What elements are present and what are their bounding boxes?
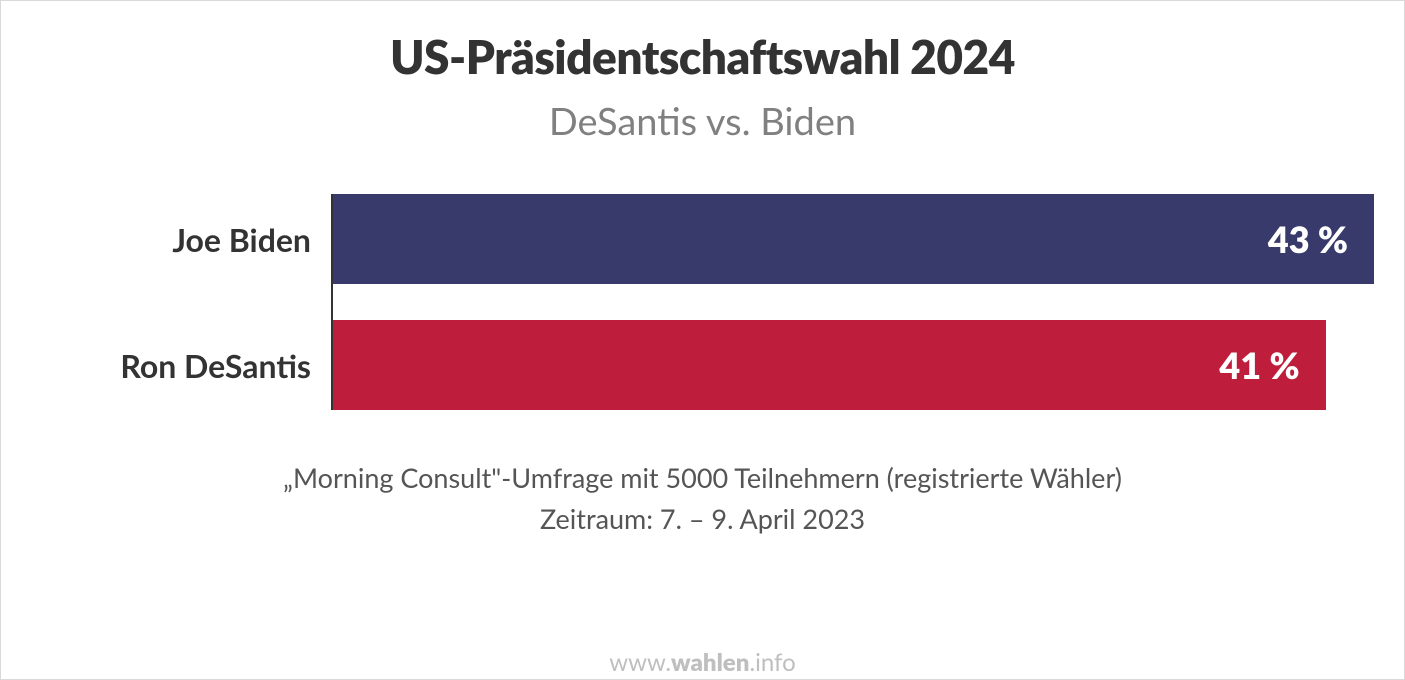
credit-suffix: .info xyxy=(749,648,795,677)
source-credit: www.wahlen.info xyxy=(1,648,1404,679)
bar-label: Joe Biden xyxy=(31,194,331,284)
chart-subtitle: DeSantis vs. Biden xyxy=(31,98,1374,144)
chart-footnote: „Morning Consult"-Umfrage mit 5000 Teiln… xyxy=(31,458,1374,539)
footnote-line: Zeitraum: 7. – 9. April 2023 xyxy=(31,499,1374,540)
bar-label: Ron DeSantis xyxy=(31,320,331,410)
bar-value: 43 % xyxy=(1268,217,1348,261)
credit-prefix: www. xyxy=(609,648,671,677)
bar-row: 43 % xyxy=(333,194,1374,284)
poll-card: US-Präsidentschaftswahl 2024 DeSantis vs… xyxy=(0,0,1405,680)
credit-bold: wahlen xyxy=(671,648,749,677)
bar: 41 % xyxy=(333,320,1326,410)
bar-chart: Joe Biden Ron DeSantis 43 % 41 % xyxy=(31,194,1374,410)
bar-track: 43 % 41 % xyxy=(331,194,1374,410)
bar-labels: Joe Biden Ron DeSantis xyxy=(31,194,331,410)
chart-title: US-Präsidentschaftswahl 2024 xyxy=(31,29,1374,84)
bar-value: 41 % xyxy=(1219,343,1299,387)
footnote-line: „Morning Consult"-Umfrage mit 5000 Teiln… xyxy=(31,458,1374,499)
bar: 43 % xyxy=(333,194,1374,284)
bar-row: 41 % xyxy=(333,320,1374,410)
